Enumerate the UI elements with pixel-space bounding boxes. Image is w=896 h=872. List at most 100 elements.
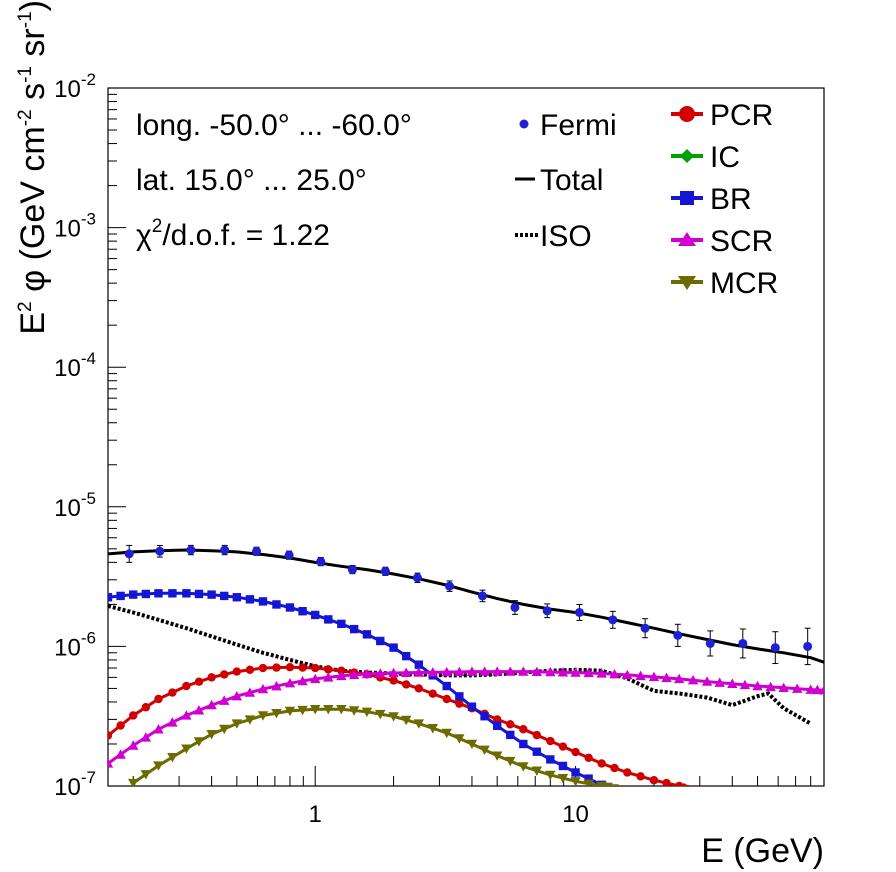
series-pcr-marker [298,663,307,672]
series-br-marker [141,589,151,599]
fermi-point [316,556,326,567]
series-br-marker [182,589,191,598]
series-pcr-marker [311,663,320,673]
series-mcr-marker [153,761,164,771]
fermi-marker [673,630,683,640]
fermi-point [510,600,520,615]
legend-scr-label: SCR [710,225,773,258]
legend-br-marker [680,191,694,205]
fermi-points [124,544,813,666]
series-pcr-marker [546,736,555,746]
series-scr-marker [206,699,217,710]
series-total-line [108,548,824,664]
legend-mcr-label: MCR [710,267,778,300]
fermi-marker [155,546,165,556]
series-scr-marker [518,666,529,676]
series-br-marker [245,595,255,604]
fermi-marker [542,606,552,616]
y-axis-label: E2 φ (GeV cm-2 s-1 sr-1) [14,0,52,335]
fermi-point [380,566,390,576]
fermi-marker [284,550,294,560]
fermi-point [155,545,165,558]
series-scr-marker [388,667,399,678]
fermi-point [412,572,422,583]
plot-frame [107,87,825,787]
fermi-point [542,603,552,619]
series-mcr [128,704,619,786]
series-iso [108,603,812,726]
series-br-marker [298,607,307,616]
series-scr-marker [791,683,803,693]
series-br-marker [467,702,477,711]
series-scr-marker [661,672,672,683]
axis-ticks [108,87,825,787]
series-scr-marker [441,666,452,677]
x-tick-label: 10 [562,801,589,828]
fermi-marker [252,546,262,556]
series-mcr-marker [219,724,230,735]
series-scr-marker [140,732,152,742]
series-scr-marker [714,677,725,687]
legend-scr-marker [678,232,696,246]
series-br-marker [519,739,528,749]
series-mcr-marker [441,728,452,739]
series-scr-marker [648,671,660,682]
series-br-marker [311,610,320,620]
fermi-point [220,544,230,556]
series-mcr-marker [388,712,399,722]
series-scr-marker [310,673,321,684]
fermi-marker [220,545,230,555]
series-mcr-marker [375,709,386,720]
series-pcr-marker [492,715,502,724]
series-br-marker [337,619,346,629]
series-scr-marker [818,685,824,695]
series-mcr-marker [583,779,594,786]
y-tick-label: 10-7 [54,768,96,801]
series-pcr-marker [649,776,659,785]
series-pcr-line [108,665,684,786]
series-scr-marker [427,667,438,677]
series-scr-marker [583,667,594,678]
series-pcr-marker [108,731,113,740]
series-scr [108,666,824,768]
series-scr-marker [219,695,230,705]
series-mcr-marker [167,752,178,763]
series-mcr-marker [400,715,412,726]
series-layer [108,548,824,786]
series-scr-marker [153,724,164,734]
series-mcr-marker [491,751,503,761]
legend-ic: IC [671,141,740,174]
series-mcr-marker [427,724,438,734]
series-mcr-marker [181,744,192,754]
series-mcr-marker [505,756,516,767]
series-br-marker [272,600,281,609]
fermi-point [124,544,134,563]
series-br-marker [532,747,542,756]
fermi-marker [316,557,326,567]
fermi-point [705,630,715,657]
series-scr-marker [413,667,425,677]
series-scr-marker [323,672,334,682]
series-pcr-marker [168,688,177,697]
series-scr-marker [193,705,205,715]
series-scr-marker [805,684,816,694]
series-mcr-marker [545,770,556,781]
series-scr-marker [466,666,478,676]
series-scr-marker [622,669,633,680]
fermi-marker [803,641,813,651]
series-mcr-marker [244,715,256,725]
series-br-marker [401,651,411,661]
series-scr-marker [545,666,556,677]
legend-total-label: Total [540,164,603,197]
fermi-point [186,544,196,556]
series-scr-marker [701,676,713,686]
series-scr-marker [557,667,569,677]
fermi-point [284,550,294,560]
series-scr-marker [609,668,620,679]
series-mcr-marker [348,706,360,716]
series-mcr-marker [284,706,296,717]
series-br-marker [194,589,204,599]
legend-mcr: MCR [671,267,778,300]
series-mcr-marker [608,784,619,786]
